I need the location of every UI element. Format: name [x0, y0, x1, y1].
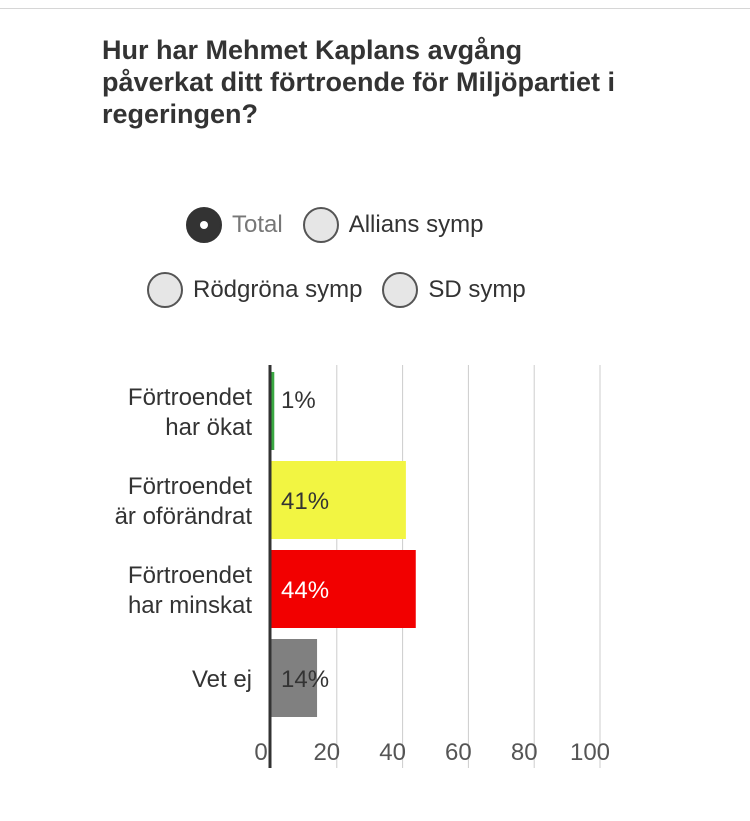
x-tick-label-40: 40 — [379, 739, 406, 766]
category-label-line: har minskat — [128, 592, 252, 619]
category-label-line: Vet ej — [192, 666, 252, 693]
filter-option-total[interactable]: Total — [186, 207, 283, 243]
category-label-1: Förtroendet är oförändrat — [115, 473, 253, 530]
filter-row-1: Total Allians symp — [186, 207, 503, 243]
filter-option-sd[interactable]: SD symp — [382, 272, 526, 308]
top-divider — [0, 8, 750, 9]
bar-2[interactable] — [271, 550, 416, 628]
category-label-2: Förtroendet har minskat — [128, 562, 252, 619]
radio-selected-icon[interactable] — [186, 207, 222, 243]
category-label-line: har ökat — [165, 414, 252, 441]
value-label-1: 41% — [281, 488, 329, 515]
category-label-line: Förtroendet — [128, 384, 252, 411]
x-tick-label-20: 20 — [313, 739, 340, 766]
chart-title: Hur har Mehmet Kaplans avgång påverkat d… — [102, 35, 616, 129]
filter-row-2: Rödgröna symp SD symp — [147, 272, 546, 308]
filter-label-sd: SD symp — [428, 276, 526, 303]
category-label-line: är oförändrat — [115, 503, 253, 530]
x-tick-label-100: 100 — [570, 739, 610, 766]
bar-1[interactable] — [271, 461, 406, 539]
radio-unselected-icon[interactable] — [302, 207, 339, 243]
filter-label-rodgrona: Rödgröna symp — [193, 276, 363, 303]
filter-label-allians: Allians symp — [348, 211, 484, 238]
filter-option-rodgrona[interactable]: Rödgröna symp — [147, 272, 362, 308]
category-label-0: Förtroendet har ökat — [128, 384, 252, 441]
x-tick-label-80: 80 — [511, 739, 538, 766]
category-label-line: Förtroendet — [128, 562, 252, 589]
radio-unselected-icon[interactable] — [147, 272, 183, 308]
bar-3[interactable] — [271, 639, 318, 717]
value-label-3: 14% — [281, 666, 329, 693]
bar-0[interactable] — [271, 372, 275, 450]
x-tick-label-0: 0 — [254, 739, 267, 766]
category-label-3: Vet ej — [192, 666, 252, 693]
x-tick-label-60: 60 — [445, 739, 472, 766]
category-label-line: Förtroendet — [128, 473, 252, 500]
filter-label-total: Total — [232, 211, 283, 238]
value-label-0: 1% — [281, 387, 316, 414]
filter-option-allians[interactable]: Allians symp — [302, 207, 484, 243]
value-label-2: 44% — [281, 577, 329, 604]
radio-unselected-icon[interactable] — [382, 272, 419, 308]
